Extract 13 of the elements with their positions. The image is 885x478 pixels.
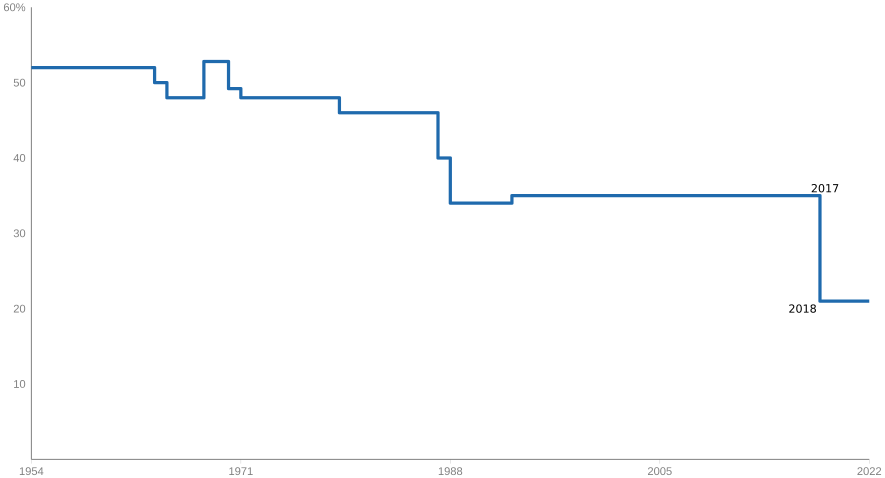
x-tick-label: 2005	[648, 466, 672, 475]
x-tick-label: 1988	[438, 466, 462, 475]
y-tick-label: 30	[14, 229, 26, 238]
y-tick-label: 50	[14, 78, 26, 86]
annotation: 2018	[789, 304, 816, 313]
y-tick-label: 20	[14, 304, 26, 312]
y-tick-label: 60%	[4, 3, 26, 12]
x-tick-label: 1954	[20, 466, 44, 475]
x-tick-label: 2022	[857, 466, 882, 475]
y-tick-label: 10	[14, 380, 26, 388]
y-tick-label: 40	[14, 154, 26, 162]
x-tick-label: 1971	[229, 466, 253, 475]
annotation: 2017	[812, 184, 838, 192]
